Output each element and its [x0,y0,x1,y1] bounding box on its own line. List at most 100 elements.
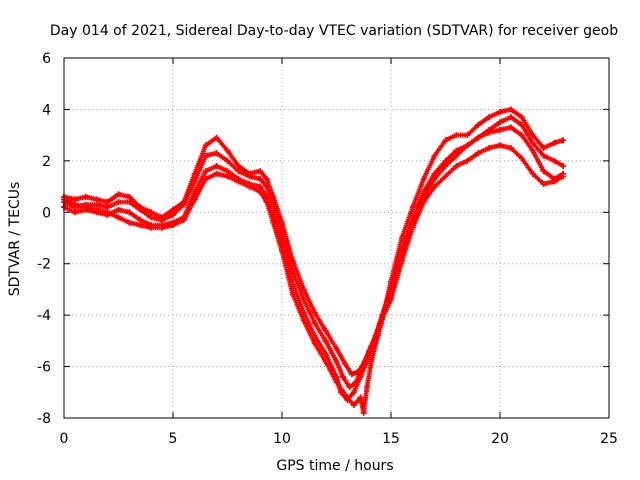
data-point-4-17 [246,183,253,190]
data-point-1-13 [202,142,209,149]
data-point-3-18 [257,183,264,190]
data-point-4-42 [475,134,482,141]
data-point-3-46 [518,155,525,162]
x-tick-label-15: 15 [382,431,400,447]
data-point-4-35 [394,265,401,272]
y-tick-label-6: 6 [42,51,51,67]
data-point-1-49 [551,139,558,146]
data-point-2-15 [224,157,231,164]
data-point-4-23 [300,317,307,324]
data-point-2-50 [560,163,567,169]
data-point-4-31 [364,384,370,391]
data-point-4-45 [507,124,514,131]
data-point-4-22 [289,291,296,298]
data-point-3-15 [224,168,231,175]
data-point-1-5 [115,191,122,198]
data-point-2-27 [340,373,346,380]
data-point-1-3 [93,196,100,203]
data-point-4-9 [159,224,166,231]
data-point-1-8 [148,209,155,216]
data-point-4-34 [383,301,390,308]
data-point-2-44 [497,119,503,126]
data-point-1-15 [224,147,231,154]
data-point-4-12 [191,196,198,203]
data-point-4-47 [529,147,536,154]
data-point-4-1 [71,201,78,208]
x-tick-label-10: 10 [273,431,291,447]
data-point-4-33 [374,332,381,339]
data-point-1-25 [322,327,329,334]
data-point-4-6 [126,219,133,226]
data-point-2-47 [529,139,536,146]
data-point-4-38 [431,175,438,182]
data-point-1-48 [540,145,547,151]
y-tick-label-0: 0 [42,205,51,221]
data-point-2-3 [93,201,100,208]
data-point-2-26 [333,358,340,365]
data-point-4-27 [344,394,351,401]
data-point-3-30 [357,373,364,380]
data-point-1-37 [420,175,427,182]
data-point-2-49 [551,157,558,164]
data-point-4-30 [360,409,367,416]
data-point-4-18 [257,188,264,195]
data-point-2-12 [191,178,198,185]
data-point-2-10 [170,211,176,218]
y-tick-label--4: -4 [37,308,51,324]
data-point-4-41 [464,142,471,149]
series-track-3 [61,142,567,403]
y-axis-label: SDTVAR / TECUs [7,182,23,297]
data-point-1-46 [518,114,525,121]
data-point-1-39 [442,137,449,144]
data-point-1-18 [257,168,264,175]
data-point-2-24 [311,319,318,326]
data-point-3-45 [507,145,514,151]
data-point-3-13 [202,168,209,175]
data-point-1-14 [213,134,220,141]
data-point-3-6 [126,209,133,216]
data-point-1-19 [263,175,270,182]
plot-frame [63,57,610,419]
x-axis-label: GPS time / hours [276,458,393,474]
y-tick-label--2: -2 [37,257,51,273]
data-point-2-48 [540,152,547,159]
data-point-4-14 [213,170,220,177]
series-markers-2 [61,114,566,390]
data-point-4-49 [551,175,558,182]
data-point-3-1 [71,209,78,216]
data-point-2-46 [518,121,525,128]
x-tick-label-25: 25 [600,431,618,447]
data-point-2-16 [235,168,242,175]
data-point-3-5 [115,206,122,213]
data-point-4-44 [497,127,503,133]
data-point-4-50 [560,170,567,177]
data-point-1-1 [71,196,78,203]
data-point-4-16 [235,178,242,185]
data-point-1-28 [348,371,355,378]
y-tick-label--8: -8 [37,411,51,427]
data-point-2-23 [300,296,307,303]
data-point-1-16 [235,163,242,169]
data-point-4-2 [82,204,89,211]
data-point-4-4 [104,209,111,216]
data-point-4-46 [518,132,525,139]
tick-labels: 0 5 10 15 20 25 -8 -6 -4 -2 0 2 4 6 [37,51,618,447]
data-point-2-7 [137,206,144,213]
data-point-2-4 [104,204,111,211]
data-point-3-48 [540,181,547,187]
data-point-4-48 [540,168,547,175]
data-point-1-38 [431,152,438,159]
data-point-1-4 [104,199,111,205]
data-point-3-7 [137,217,144,223]
data-point-1-44 [497,109,503,115]
data-point-4-13 [202,175,209,182]
data-point-2-9 [159,217,166,223]
data-point-2-17 [246,173,253,180]
data-point-2-5 [115,199,122,205]
y-tick-label-2: 2 [42,154,51,170]
data-point-1-6 [126,193,133,200]
data-point-3-29 [350,389,357,396]
data-point-1-40 [453,132,460,139]
data-point-2-40 [453,147,460,154]
